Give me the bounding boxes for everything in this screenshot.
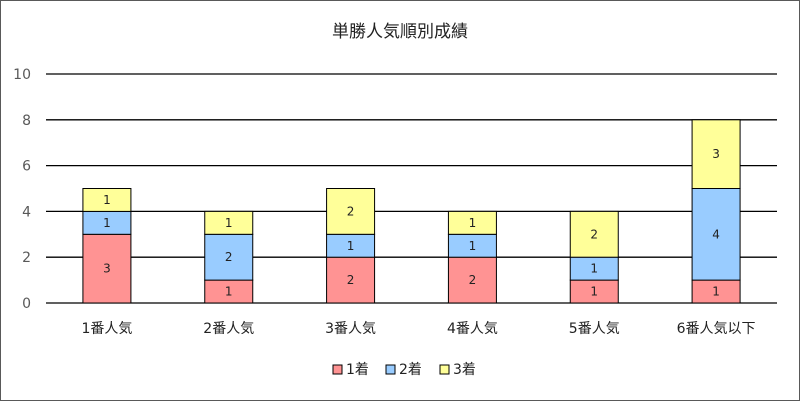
- data-label: 1: [103, 193, 111, 207]
- legend-label: 3着: [453, 362, 476, 378]
- x-axis-categories: 1番人気 2番人気 3番人気 4番人気 5番人気 6番人気以下: [81, 321, 755, 337]
- x-category-label: 2番人気: [203, 321, 254, 337]
- data-label: 1: [590, 285, 598, 299]
- data-label: 1: [590, 262, 598, 276]
- bar-segment: [569, 210, 619, 258]
- x-category-label: 3番人気: [325, 321, 376, 337]
- data-label: 2: [347, 204, 355, 218]
- data-label: 1: [347, 239, 355, 253]
- x-category-label: 6番人気以下: [677, 321, 756, 337]
- x-category-label: 4番人気: [447, 321, 498, 337]
- y-tick-label: 2: [22, 250, 31, 266]
- x-category-label: 5番人気: [569, 321, 620, 337]
- data-label: 2: [347, 273, 355, 287]
- y-tick-label: 0: [22, 296, 31, 312]
- data-label: 4: [712, 227, 720, 241]
- bars: 3 1 1 1 2 1 2 1 2 2 1 1 1 1 2 1 4 3: [82, 119, 741, 304]
- data-label: 1: [712, 285, 720, 299]
- bar-segment: [691, 119, 741, 189]
- data-label: 1: [225, 285, 233, 299]
- gridlines: [46, 73, 777, 304]
- data-label: 2: [225, 250, 233, 264]
- bar-segment: [691, 188, 741, 281]
- legend-label: 2着: [399, 362, 422, 378]
- data-label: 1: [469, 216, 477, 230]
- chart-title: 単勝人気順別成績: [332, 22, 468, 42]
- legend-swatch: [439, 364, 450, 375]
- data-label: 2: [469, 273, 477, 287]
- data-label: 1: [103, 216, 111, 230]
- x-category-label: 1番人気: [81, 321, 132, 337]
- y-axis-ticks: 0 2 4 6 8 10: [13, 67, 31, 312]
- bar-segment: [326, 188, 376, 235]
- data-label: 1: [225, 216, 233, 230]
- data-label: 2: [590, 227, 598, 241]
- data-label: 3: [712, 147, 720, 161]
- bar-segment: [204, 210, 254, 235]
- legend-label: 1着: [346, 362, 369, 378]
- data-label: 3: [103, 262, 111, 276]
- y-tick-label: 10: [13, 67, 31, 83]
- legend-swatch: [332, 364, 343, 375]
- data-label: 1: [469, 239, 477, 253]
- y-tick-label: 8: [22, 113, 31, 129]
- bar-segment: [326, 256, 376, 304]
- legend: 1着 2着 3着: [332, 362, 476, 378]
- bar-segment: [447, 210, 497, 235]
- y-tick-label: 4: [22, 204, 31, 220]
- legend-swatch: [385, 364, 396, 375]
- bar-segment: [82, 188, 132, 212]
- y-tick-label: 6: [22, 159, 31, 175]
- bar-segment: [82, 233, 132, 304]
